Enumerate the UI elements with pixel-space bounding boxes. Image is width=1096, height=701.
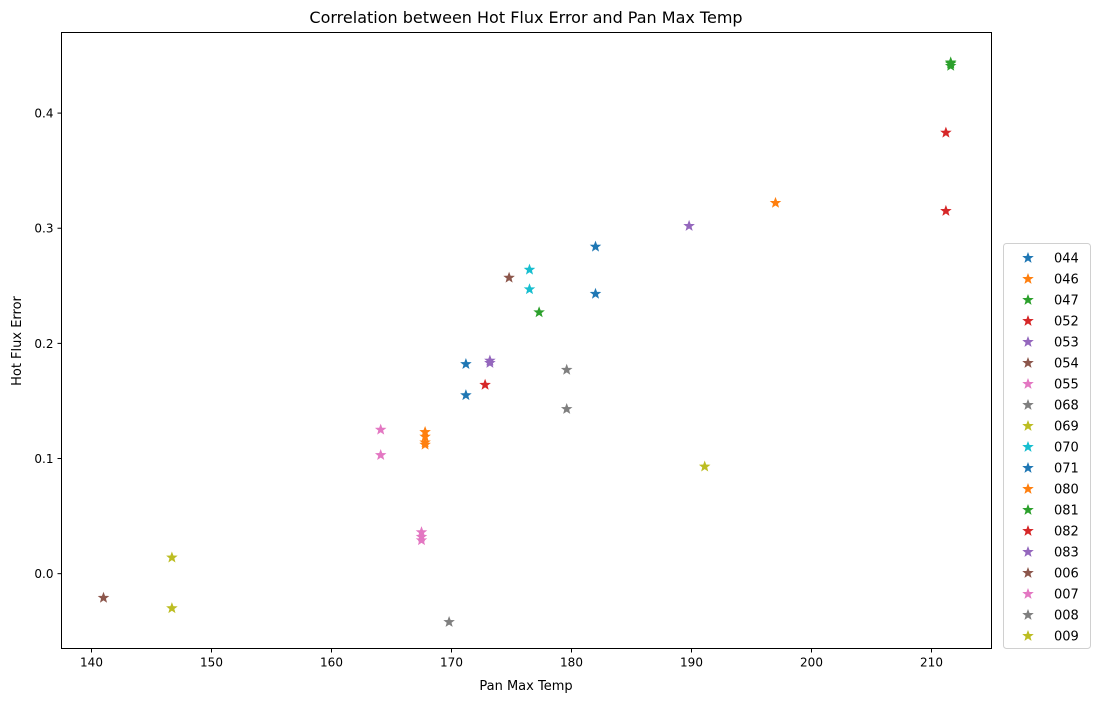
data-point-007: [415, 534, 428, 546]
legend-label: 046: [1054, 273, 1079, 288]
legend-label: 053: [1054, 336, 1079, 351]
y-tick-label: 0.4: [34, 107, 53, 121]
data-point-082: [479, 378, 491, 390]
legend: 044 046 047 052 053 054 055 068 069 070 071 080 081 0…: [1003, 243, 1091, 649]
legend-marker-082: [1022, 524, 1034, 536]
x-tick-label: 210: [920, 656, 943, 670]
data-point-046: [769, 196, 782, 208]
legend-marker-046: [1022, 272, 1034, 284]
legend-marker-083: [1022, 545, 1034, 557]
x-tick-label: 200: [800, 656, 823, 670]
y-tick-label: 0.3: [34, 222, 53, 236]
legend-marker-068: [1022, 398, 1034, 410]
legend-label: 083: [1054, 546, 1079, 561]
data-point-070: [523, 283, 536, 295]
data-point-069: [698, 460, 711, 472]
data-point-083: [484, 356, 496, 368]
legend-label: 044: [1054, 252, 1079, 267]
x-axis: 140 150 160 170 180 190 200 210: [80, 648, 943, 670]
data-point-044: [589, 287, 602, 299]
data-point-068: [560, 363, 573, 375]
legend-marker-007: [1022, 587, 1034, 599]
legend-marker-006: [1022, 566, 1034, 578]
legend-marker-071: [1022, 461, 1034, 473]
legend-marker-044: [1022, 251, 1034, 263]
legend-marker-070: [1022, 440, 1034, 452]
legend-label: 081: [1054, 504, 1079, 519]
data-point-071: [460, 389, 472, 401]
x-tick-label: 170: [440, 656, 463, 670]
x-tick-label: 190: [680, 656, 703, 670]
data-point-044: [589, 240, 602, 252]
data-point-007: [374, 423, 387, 435]
data-point-052: [940, 204, 952, 216]
legend-label: 082: [1054, 525, 1079, 540]
data-point-009: [166, 602, 178, 614]
data-point-009: [166, 551, 178, 563]
legend-label: 006: [1054, 567, 1079, 582]
y-tick-label: 0.2: [34, 337, 53, 351]
x-axis-label: Pan Max Temp: [479, 679, 572, 694]
x-tick-label: 150: [200, 656, 223, 670]
legend-marker-080: [1022, 482, 1034, 494]
x-tick-label: 180: [560, 656, 583, 670]
data-point-068: [560, 402, 573, 414]
data-point-081: [533, 306, 545, 318]
legend-marker-008: [1022, 608, 1034, 620]
legend-label: 080: [1054, 483, 1079, 498]
legend-label: 047: [1054, 294, 1079, 309]
legend-label: 052: [1054, 315, 1079, 330]
data-point-053: [683, 219, 695, 231]
legend-marker-009: [1022, 629, 1034, 641]
data-point-047: [944, 57, 957, 69]
chart-title: Correlation between Hot Flux Error and P…: [309, 8, 742, 27]
data-point-070: [523, 263, 536, 275]
x-tick-label: 140: [80, 656, 103, 670]
legend-marker-054: [1022, 356, 1034, 368]
data-point-008: [443, 615, 455, 627]
data-point-006: [97, 591, 110, 603]
y-tick-label: 0.0: [34, 567, 53, 581]
y-axis: 0.0 0.1 0.2 0.3 0.4: [34, 107, 62, 581]
legend-label: 071: [1054, 462, 1079, 477]
x-tick-label: 160: [320, 656, 343, 670]
legend-label: 055: [1054, 378, 1079, 393]
legend-marker-047: [1022, 293, 1034, 305]
plot-area: [97, 56, 957, 627]
data-point-080: [419, 438, 431, 450]
data-point-052: [940, 126, 952, 138]
legend-marker-069: [1022, 419, 1034, 431]
legend-marker-081: [1022, 503, 1034, 515]
legend-label: 054: [1054, 357, 1079, 372]
legend-label: 069: [1054, 420, 1079, 435]
data-point-007: [374, 448, 387, 460]
legend-label: 007: [1054, 588, 1079, 603]
legend-label: 070: [1054, 441, 1079, 456]
data-point-071: [460, 358, 472, 370]
plot-frame: [61, 32, 992, 649]
data-point-054: [503, 271, 515, 283]
y-tick-label: 0.1: [34, 452, 53, 466]
legend-marker-055: [1022, 377, 1034, 389]
legend-label: 008: [1054, 609, 1079, 624]
legend-marker-052: [1022, 314, 1034, 326]
legend-label: 068: [1054, 399, 1079, 414]
legend-label: 009: [1054, 630, 1079, 645]
legend-marker-053: [1022, 335, 1034, 347]
y-axis-label: Hot Flux Error: [10, 295, 25, 385]
